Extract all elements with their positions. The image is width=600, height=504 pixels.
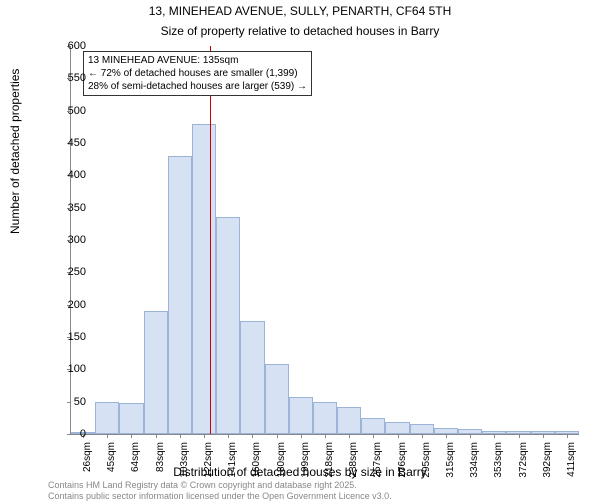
x-tick-mark xyxy=(107,434,108,438)
x-tick-mark xyxy=(567,434,568,438)
reference-marker-line xyxy=(210,46,211,434)
footer-line2: Contains public sector information licen… xyxy=(48,491,392,502)
x-tick-label: 392sqm xyxy=(542,442,553,492)
x-tick-label: 160sqm xyxy=(251,442,262,492)
histogram-bar xyxy=(168,156,192,434)
y-tick-label: 50 xyxy=(46,396,86,408)
x-tick-mark xyxy=(252,434,253,438)
x-tick-label: 103sqm xyxy=(179,442,190,492)
annotation-line1: 13 MINEHEAD AVENUE: 135sqm xyxy=(88,54,307,67)
x-tick-mark xyxy=(470,434,471,438)
x-tick-mark xyxy=(398,434,399,438)
histogram-bar xyxy=(313,402,337,434)
x-tick-mark xyxy=(228,434,229,438)
x-tick-label: 83sqm xyxy=(155,442,166,492)
x-tick-mark xyxy=(325,434,326,438)
x-tick-mark xyxy=(494,434,495,438)
y-tick-label: 550 xyxy=(46,72,86,84)
x-tick-label: 257sqm xyxy=(372,442,383,492)
chart-title-line1: 13, MINEHEAD AVENUE, SULLY, PENARTH, CF6… xyxy=(0,4,600,20)
footer-attribution: Contains HM Land Registry data © Crown c… xyxy=(48,480,392,502)
y-tick-label: 200 xyxy=(46,299,86,311)
histogram-bar xyxy=(289,397,313,435)
histogram-bar xyxy=(192,124,216,434)
y-tick-label: 350 xyxy=(46,202,86,214)
x-tick-label: 218sqm xyxy=(324,442,335,492)
x-tick-label: 315sqm xyxy=(445,442,456,492)
x-tick-mark xyxy=(543,434,544,438)
x-tick-label: 411sqm xyxy=(566,442,577,492)
x-tick-label: 372sqm xyxy=(518,442,529,492)
histogram-bar xyxy=(337,407,361,434)
x-tick-label: 353sqm xyxy=(493,442,504,492)
x-tick-label: 276sqm xyxy=(397,442,408,492)
y-tick-label: 300 xyxy=(46,234,86,246)
x-tick-mark xyxy=(446,434,447,438)
x-tick-mark xyxy=(131,434,132,438)
x-tick-label: 238sqm xyxy=(348,442,359,492)
y-tick-label: 250 xyxy=(46,266,86,278)
x-tick-mark xyxy=(156,434,157,438)
x-tick-mark xyxy=(180,434,181,438)
annotation-line2: ← 72% of detached houses are smaller (1,… xyxy=(88,67,307,80)
x-tick-label: 26sqm xyxy=(82,442,93,492)
x-tick-label: 199sqm xyxy=(300,442,311,492)
annotation-callout: 13 MINEHEAD AVENUE: 135sqm← 72% of detac… xyxy=(83,51,312,96)
x-tick-label: 45sqm xyxy=(106,442,117,492)
x-tick-mark xyxy=(519,434,520,438)
histogram-bar xyxy=(119,403,143,434)
x-tick-mark xyxy=(373,434,374,438)
x-tick-label: 180sqm xyxy=(276,442,287,492)
histogram-bar xyxy=(95,402,119,434)
x-tick-mark xyxy=(277,434,278,438)
annotation-line3: 28% of semi-detached houses are larger (… xyxy=(88,80,307,93)
histogram-bar xyxy=(361,418,385,434)
x-tick-label: 64sqm xyxy=(130,442,141,492)
x-tick-mark xyxy=(204,434,205,438)
histogram-bar xyxy=(240,321,264,434)
histogram-bar xyxy=(265,364,289,434)
y-tick-label: 150 xyxy=(46,331,86,343)
x-tick-label: 122sqm xyxy=(203,442,214,492)
y-tick-label: 450 xyxy=(46,137,86,149)
chart-plot-area: 13 MINEHEAD AVENUE: 135sqm← 72% of detac… xyxy=(70,46,579,435)
histogram-bar xyxy=(385,422,409,434)
x-tick-mark xyxy=(349,434,350,438)
histogram-bar xyxy=(216,217,240,434)
y-tick-label: 400 xyxy=(46,169,86,181)
x-tick-label: 295sqm xyxy=(421,442,432,492)
y-tick-label: 600 xyxy=(46,40,86,52)
y-tick-label: 100 xyxy=(46,363,86,375)
x-tick-label: 141sqm xyxy=(227,442,238,492)
histogram-bar xyxy=(410,424,434,434)
x-tick-mark xyxy=(301,434,302,438)
x-tick-mark xyxy=(422,434,423,438)
chart-title-line2: Size of property relative to detached ho… xyxy=(0,24,600,40)
y-axis-label: Number of detached properties xyxy=(8,69,22,234)
y-tick-label: 500 xyxy=(46,105,86,117)
x-tick-label: 334sqm xyxy=(469,442,480,492)
footer-line1: Contains HM Land Registry data © Crown c… xyxy=(48,480,392,491)
y-tick-label: 0 xyxy=(46,428,86,440)
histogram-bar xyxy=(144,311,168,434)
